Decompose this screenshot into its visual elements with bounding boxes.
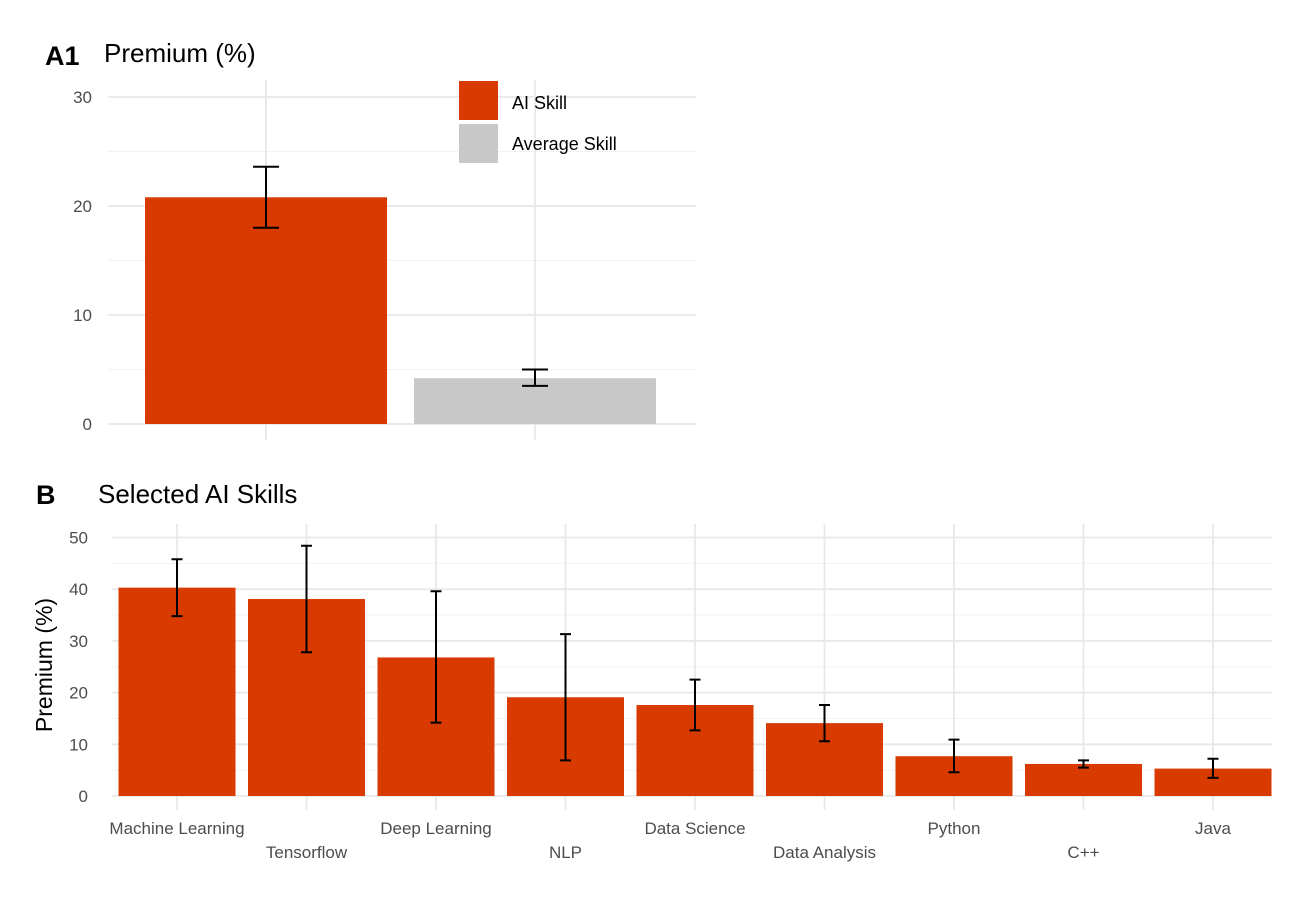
error-bar-data-science (689, 678, 701, 732)
panel-b-x-axis: Machine Learning Tensorflow Deep Learning N… (109, 819, 1231, 862)
bar-machine-learning (118, 587, 236, 796)
panel-b-y-tick-label: 30 (69, 632, 88, 651)
panel-a: 0 10 20 30 AI Skill Average Skill A1 Premiu… (45, 38, 696, 440)
legend-swatch-average-skill (459, 124, 498, 163)
legend-swatch-ai-skill (459, 81, 498, 120)
error-bar-cplusplus (1078, 759, 1089, 769)
bar-ai-skill (145, 197, 387, 424)
panel-a-bars (145, 197, 656, 424)
error-bar-java (1207, 757, 1219, 779)
panel-b-y-tick-label: 0 (79, 787, 88, 806)
panel-b-y-axis-label: Premium (%) (31, 598, 57, 732)
x-tick-label-nlp: NLP (549, 843, 582, 862)
panel-a-y-tick-label: 30 (73, 88, 92, 107)
error-bar-ai-skill (253, 165, 279, 229)
bar-cplusplus (1025, 763, 1142, 796)
error-bar-tensorflow (301, 544, 312, 654)
panel-a-tag: A1 (45, 41, 80, 71)
panel-a-title: Premium (%) (104, 38, 256, 68)
error-bar-data-analysis (819, 704, 830, 743)
x-tick-label-cplusplus: C++ (1067, 843, 1099, 862)
panel-b-error-bars (171, 544, 1219, 779)
x-tick-label-deep-learning: Deep Learning (380, 819, 492, 838)
x-tick-label-python: Python (928, 819, 981, 838)
panel-a-legend: AI Skill Average Skill (459, 81, 617, 163)
panel-b-y-tick-label: 10 (69, 735, 88, 754)
panel-b-tag: B (36, 480, 56, 510)
panel-b-bars (118, 587, 1272, 796)
panel-a-error-bars (253, 165, 548, 387)
x-tick-label-data-science: Data Science (644, 819, 745, 838)
panel-b-y-axis: 0 10 20 30 40 50 (69, 529, 88, 807)
error-bar-nlp (560, 633, 571, 762)
panel-a-y-tick-label: 20 (73, 197, 92, 216)
legend-label-ai-skill: AI Skill (512, 93, 567, 113)
error-bar-python (948, 738, 960, 774)
panel-a-y-axis: 0 10 20 30 (73, 88, 92, 434)
panel-b-y-tick-label: 50 (69, 529, 88, 548)
x-tick-label-tensorflow: Tensorflow (266, 843, 348, 862)
legend-label-average-skill: Average Skill (512, 134, 617, 154)
panel-b-y-tick-label: 20 (69, 684, 88, 703)
panel-b-y-tick-label: 40 (69, 580, 88, 599)
x-tick-label-java: Java (1195, 819, 1231, 838)
error-bar-deep-learning (430, 590, 442, 724)
panel-a-y-tick-label: 0 (83, 415, 92, 434)
error-bar-average-skill (522, 368, 548, 387)
x-tick-label-data-analysis: Data Analysis (773, 843, 876, 862)
x-tick-label-machine-learning: Machine Learning (109, 819, 244, 838)
panel-b: 0 10 20 30 40 50 Machine Learning Tensorflow De… (31, 479, 1272, 862)
panel-b-title: Selected AI Skills (98, 479, 297, 509)
error-bar-machine-learning (171, 558, 183, 618)
panel-a-y-tick-label: 10 (73, 306, 92, 325)
